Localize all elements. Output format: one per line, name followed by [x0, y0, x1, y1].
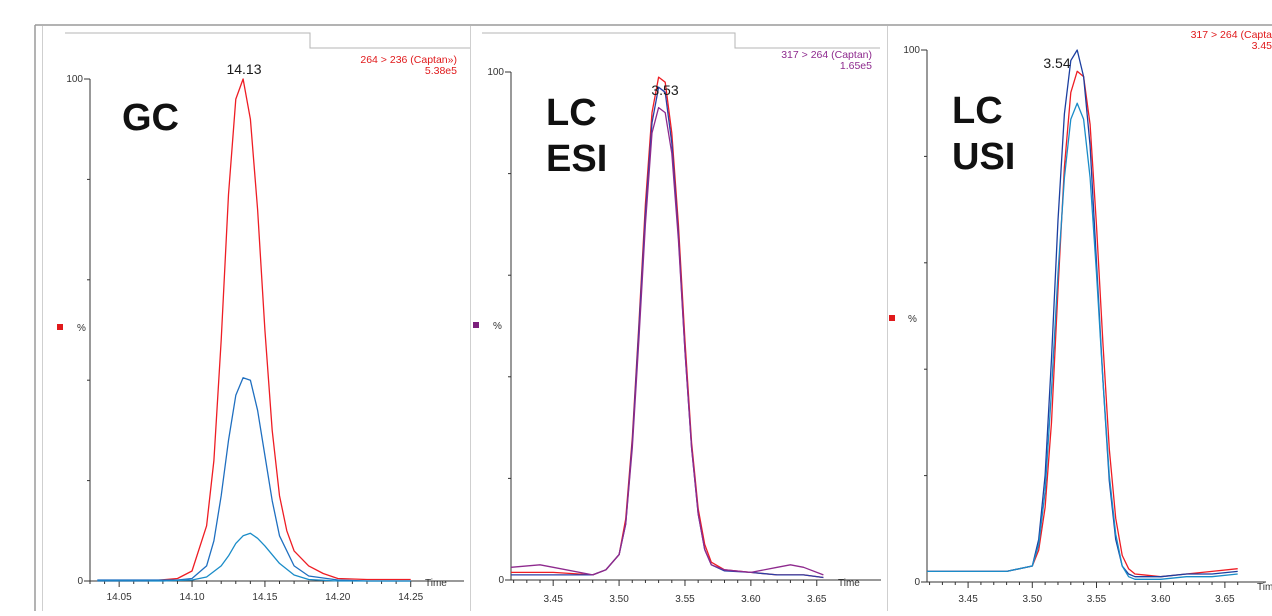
technique-label: USI: [952, 136, 1015, 178]
panel-tab-outline: [482, 32, 880, 49]
series-line-3: [510, 106, 824, 576]
intensity-label: 3.45: [1252, 40, 1272, 52]
series-line-3: [97, 532, 411, 582]
x-tick-label: 14.25: [398, 592, 423, 603]
y-axis-label: %: [493, 321, 502, 332]
x-tick-label: 14.10: [180, 592, 205, 603]
technique-label: LC: [546, 92, 597, 134]
x-tick-label: 3.55: [1087, 594, 1107, 605]
x-tick-label: 14.05: [107, 592, 132, 603]
series-line-1: [927, 70, 1238, 578]
channel-marker: [57, 324, 63, 330]
panel-background: [887, 26, 1272, 611]
x-tick-label: 3.60: [1151, 594, 1171, 605]
channel-marker: [889, 315, 895, 321]
x-tick-label: 3.65: [807, 594, 827, 605]
x-tick-label: 3.45: [958, 594, 978, 605]
x-tick-label: 3.60: [741, 594, 761, 605]
transition-label: 317 > 264 (Captan): [781, 49, 872, 61]
intensity-label: 5.38e5: [425, 65, 457, 77]
peak-retention-label: 3.53: [651, 82, 678, 98]
intensity-label: 1.65e5: [840, 60, 872, 72]
x-tick-label: 3.50: [609, 594, 629, 605]
y-axis-label: %: [77, 323, 86, 334]
y-tick-label-0: 0: [498, 575, 504, 586]
x-tick-label: 3.50: [1023, 594, 1043, 605]
x-tick-label: 14.15: [252, 592, 277, 603]
peak-retention-label: 14.13: [226, 61, 261, 77]
y-tick-label-100: 100: [487, 67, 504, 78]
channel-marker: [473, 322, 479, 328]
panel-background: [470, 26, 887, 611]
panel-background: [42, 26, 470, 611]
x-axis-label: Time: [838, 578, 860, 589]
peak-retention-label: 3.54: [1043, 55, 1070, 71]
series-line-2: [927, 49, 1238, 578]
x-axis-label: Tim: [1257, 582, 1272, 593]
x-tick-label: 14.20: [325, 592, 350, 603]
panel-tab-outline: [65, 32, 470, 49]
x-tick-label: 3.45: [543, 594, 563, 605]
x-axis-label: Time: [425, 578, 447, 589]
y-axis-label: %: [908, 314, 917, 325]
y-tick-label-0: 0: [914, 577, 920, 588]
y-tick-label-100: 100: [66, 74, 83, 85]
series-line-3: [927, 102, 1238, 580]
x-tick-label: 3.55: [675, 594, 695, 605]
transition-label: 317 > 264 (Capta: [1191, 29, 1272, 41]
technique-label: ESI: [546, 138, 607, 180]
transition-label: 264 > 236 (Captan»): [360, 54, 457, 66]
x-tick-label: 3.65: [1215, 594, 1235, 605]
technique-label: LC: [952, 90, 1003, 132]
series-line-2: [97, 377, 411, 582]
series-line-1: [97, 78, 411, 582]
y-tick-label-100: 100: [903, 45, 920, 56]
y-tick-label-0: 0: [77, 576, 83, 587]
technique-label: GC: [122, 97, 179, 139]
